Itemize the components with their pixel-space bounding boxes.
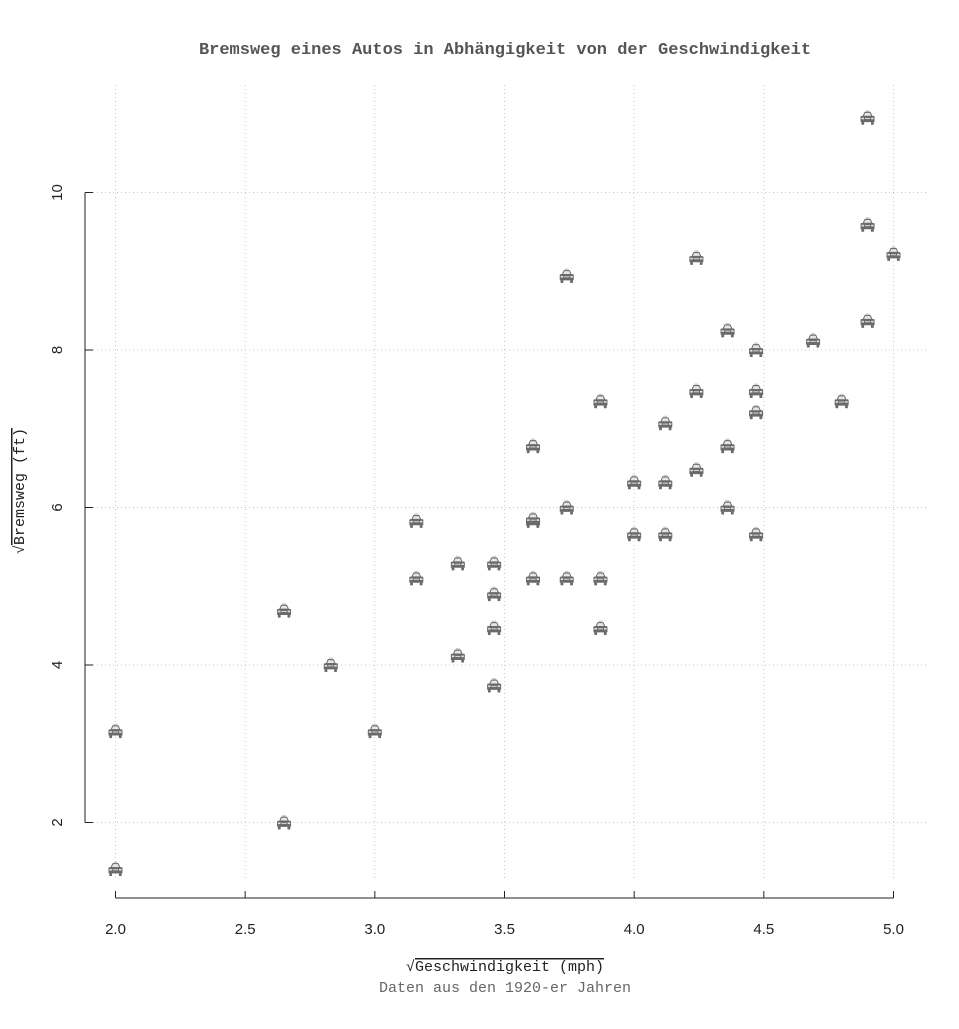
data-point-car-icon — [593, 570, 608, 586]
data-point-car-icon — [806, 333, 821, 348]
x-tick-label: 2.0 — [105, 921, 126, 938]
y-tick-label: 10 — [49, 184, 66, 201]
y-tick-label: 4 — [49, 661, 66, 669]
x-tick-label: 5.0 — [883, 921, 904, 938]
y-tick-label: 6 — [49, 503, 66, 511]
data-point-car-icon — [886, 246, 901, 261]
data-point-car-icon — [627, 474, 642, 490]
data-point-car-icon — [277, 603, 292, 618]
x-tick-label: 4.5 — [753, 921, 774, 938]
data-point-car-icon — [860, 313, 875, 328]
data-point-car-icon — [658, 526, 673, 542]
data-point-car-icon — [409, 513, 424, 528]
x-tick-label: 2.5 — [235, 921, 256, 938]
data-point-car-icon — [409, 570, 424, 586]
data-point-car-icon — [487, 677, 502, 693]
chart-caption: Daten aus den 1920-er Jahren — [379, 980, 631, 997]
data-point-car-icon — [749, 342, 764, 357]
data-point-car-icon — [593, 620, 608, 635]
data-point-car-icon — [720, 500, 735, 515]
data-point-car-icon — [526, 570, 541, 586]
data-point-car-icon — [450, 648, 465, 663]
data-point-car-icon — [720, 322, 735, 338]
data-point-car-icon — [720, 438, 735, 454]
y-tick-label: 2 — [49, 818, 66, 826]
data-point-car-icon — [834, 393, 849, 409]
data-point-car-icon — [277, 815, 292, 830]
data-point-car-icon — [689, 383, 704, 398]
x-axis-label: √Geschwindigkeit (mph) — [406, 958, 604, 976]
x-tick-label: 4.0 — [624, 921, 645, 938]
x-tick-label: 3.0 — [364, 921, 385, 938]
y-axis-root-sign: √ — [11, 545, 29, 554]
data-point-car-icon — [627, 526, 642, 542]
data-point-car-icon — [323, 657, 338, 672]
data-point-car-icon — [487, 586, 502, 602]
data-point-car-icon — [487, 555, 502, 571]
data-point-car-icon — [108, 723, 123, 739]
data-point-car-icon — [526, 438, 541, 454]
data-point-car-icon — [487, 620, 502, 635]
tick-labels: 2.0 2.5 3.0 3.5 4.0 4.5 5.0 2 4 6 8 10 — [49, 184, 904, 938]
chart-title: Bremsweg eines Autos in Abhängigkeit von… — [199, 41, 811, 60]
y-axis-label: √Bremsweg (ft) — [11, 428, 29, 554]
data-point-car-icon — [689, 250, 704, 265]
data-point-car-icon — [860, 217, 875, 232]
x-axis-label-text: Geschwindigkeit (mph) — [415, 959, 604, 976]
x-axis-root-sign: √ — [406, 958, 415, 976]
data-point-car-icon — [749, 404, 764, 420]
data-point-car-icon — [593, 393, 608, 409]
y-tick-label: 8 — [49, 346, 66, 354]
data-point-car-icon — [559, 268, 574, 283]
data-point-car-icon — [559, 570, 574, 586]
data-point-car-icon — [860, 110, 875, 125]
y-axis-label-text: Bremsweg (ft) — [12, 428, 29, 545]
data-point-car-icon — [367, 723, 382, 739]
axes — [84, 192, 894, 899]
data-point-car-icon — [749, 383, 764, 398]
data-point-car-icon — [450, 555, 465, 571]
grid-lines — [85, 85, 927, 880]
x-tick-label: 3.5 — [494, 921, 515, 938]
data-point-car-icon — [658, 415, 673, 431]
data-point-car-icon — [689, 462, 704, 477]
data-point-car-icon — [658, 474, 673, 490]
data-point-car-icon — [749, 526, 764, 542]
data-point-car-icon — [559, 500, 574, 515]
